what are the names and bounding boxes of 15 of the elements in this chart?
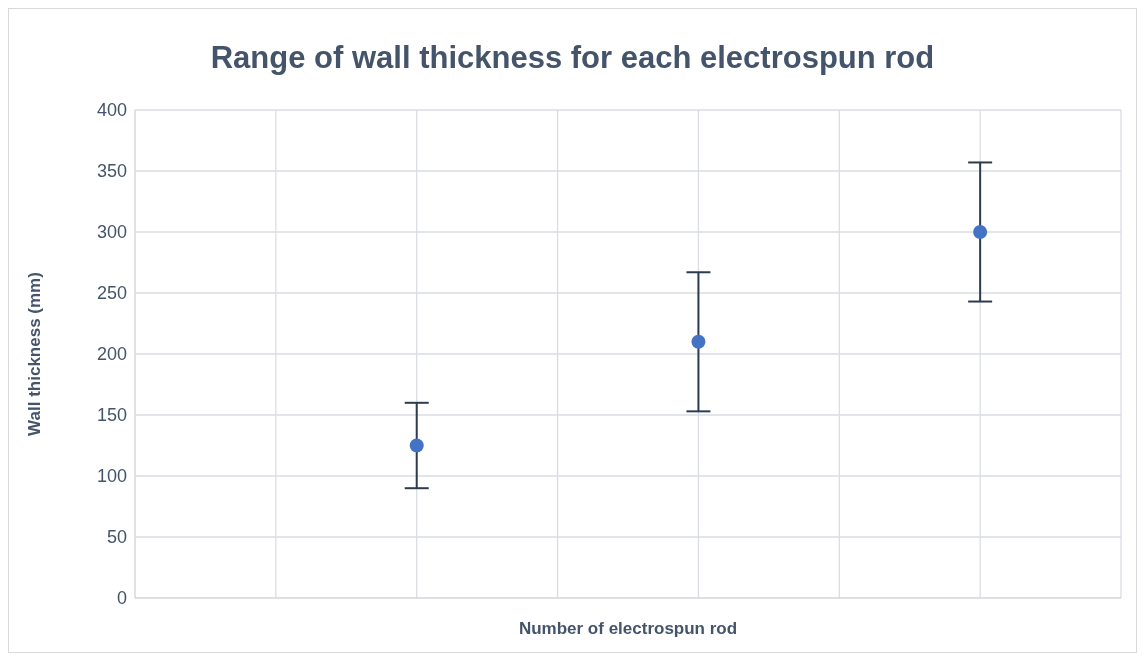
y-tick-label: 50: [106, 527, 127, 548]
y-tick-label: 350: [96, 161, 127, 182]
y-tick-label: 0: [116, 588, 127, 609]
y-tick-label: 200: [96, 344, 127, 365]
y-tick-label: 300: [96, 222, 127, 243]
y-tick-label: 100: [96, 466, 127, 487]
y-tick-label: 250: [96, 283, 127, 304]
y-axis-title: Wall thickness (mm): [25, 272, 45, 436]
point: [691, 334, 706, 349]
y-tick-label: 150: [96, 405, 127, 426]
point: [973, 225, 988, 239]
x-axis-title: Number of electrospun rod: [518, 619, 738, 638]
y-tick-label: 400: [96, 100, 127, 121]
chart-title: Range of wall thickness for each electrospun rod: [209, 39, 936, 77]
point: [409, 438, 424, 453]
